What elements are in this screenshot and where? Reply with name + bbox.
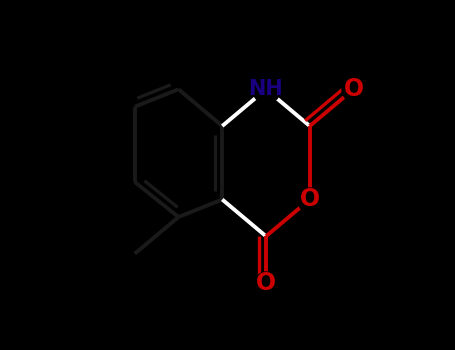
Text: NH: NH	[248, 79, 283, 99]
Text: O: O	[344, 77, 364, 101]
Text: O: O	[300, 188, 320, 211]
Text: O: O	[256, 272, 276, 295]
